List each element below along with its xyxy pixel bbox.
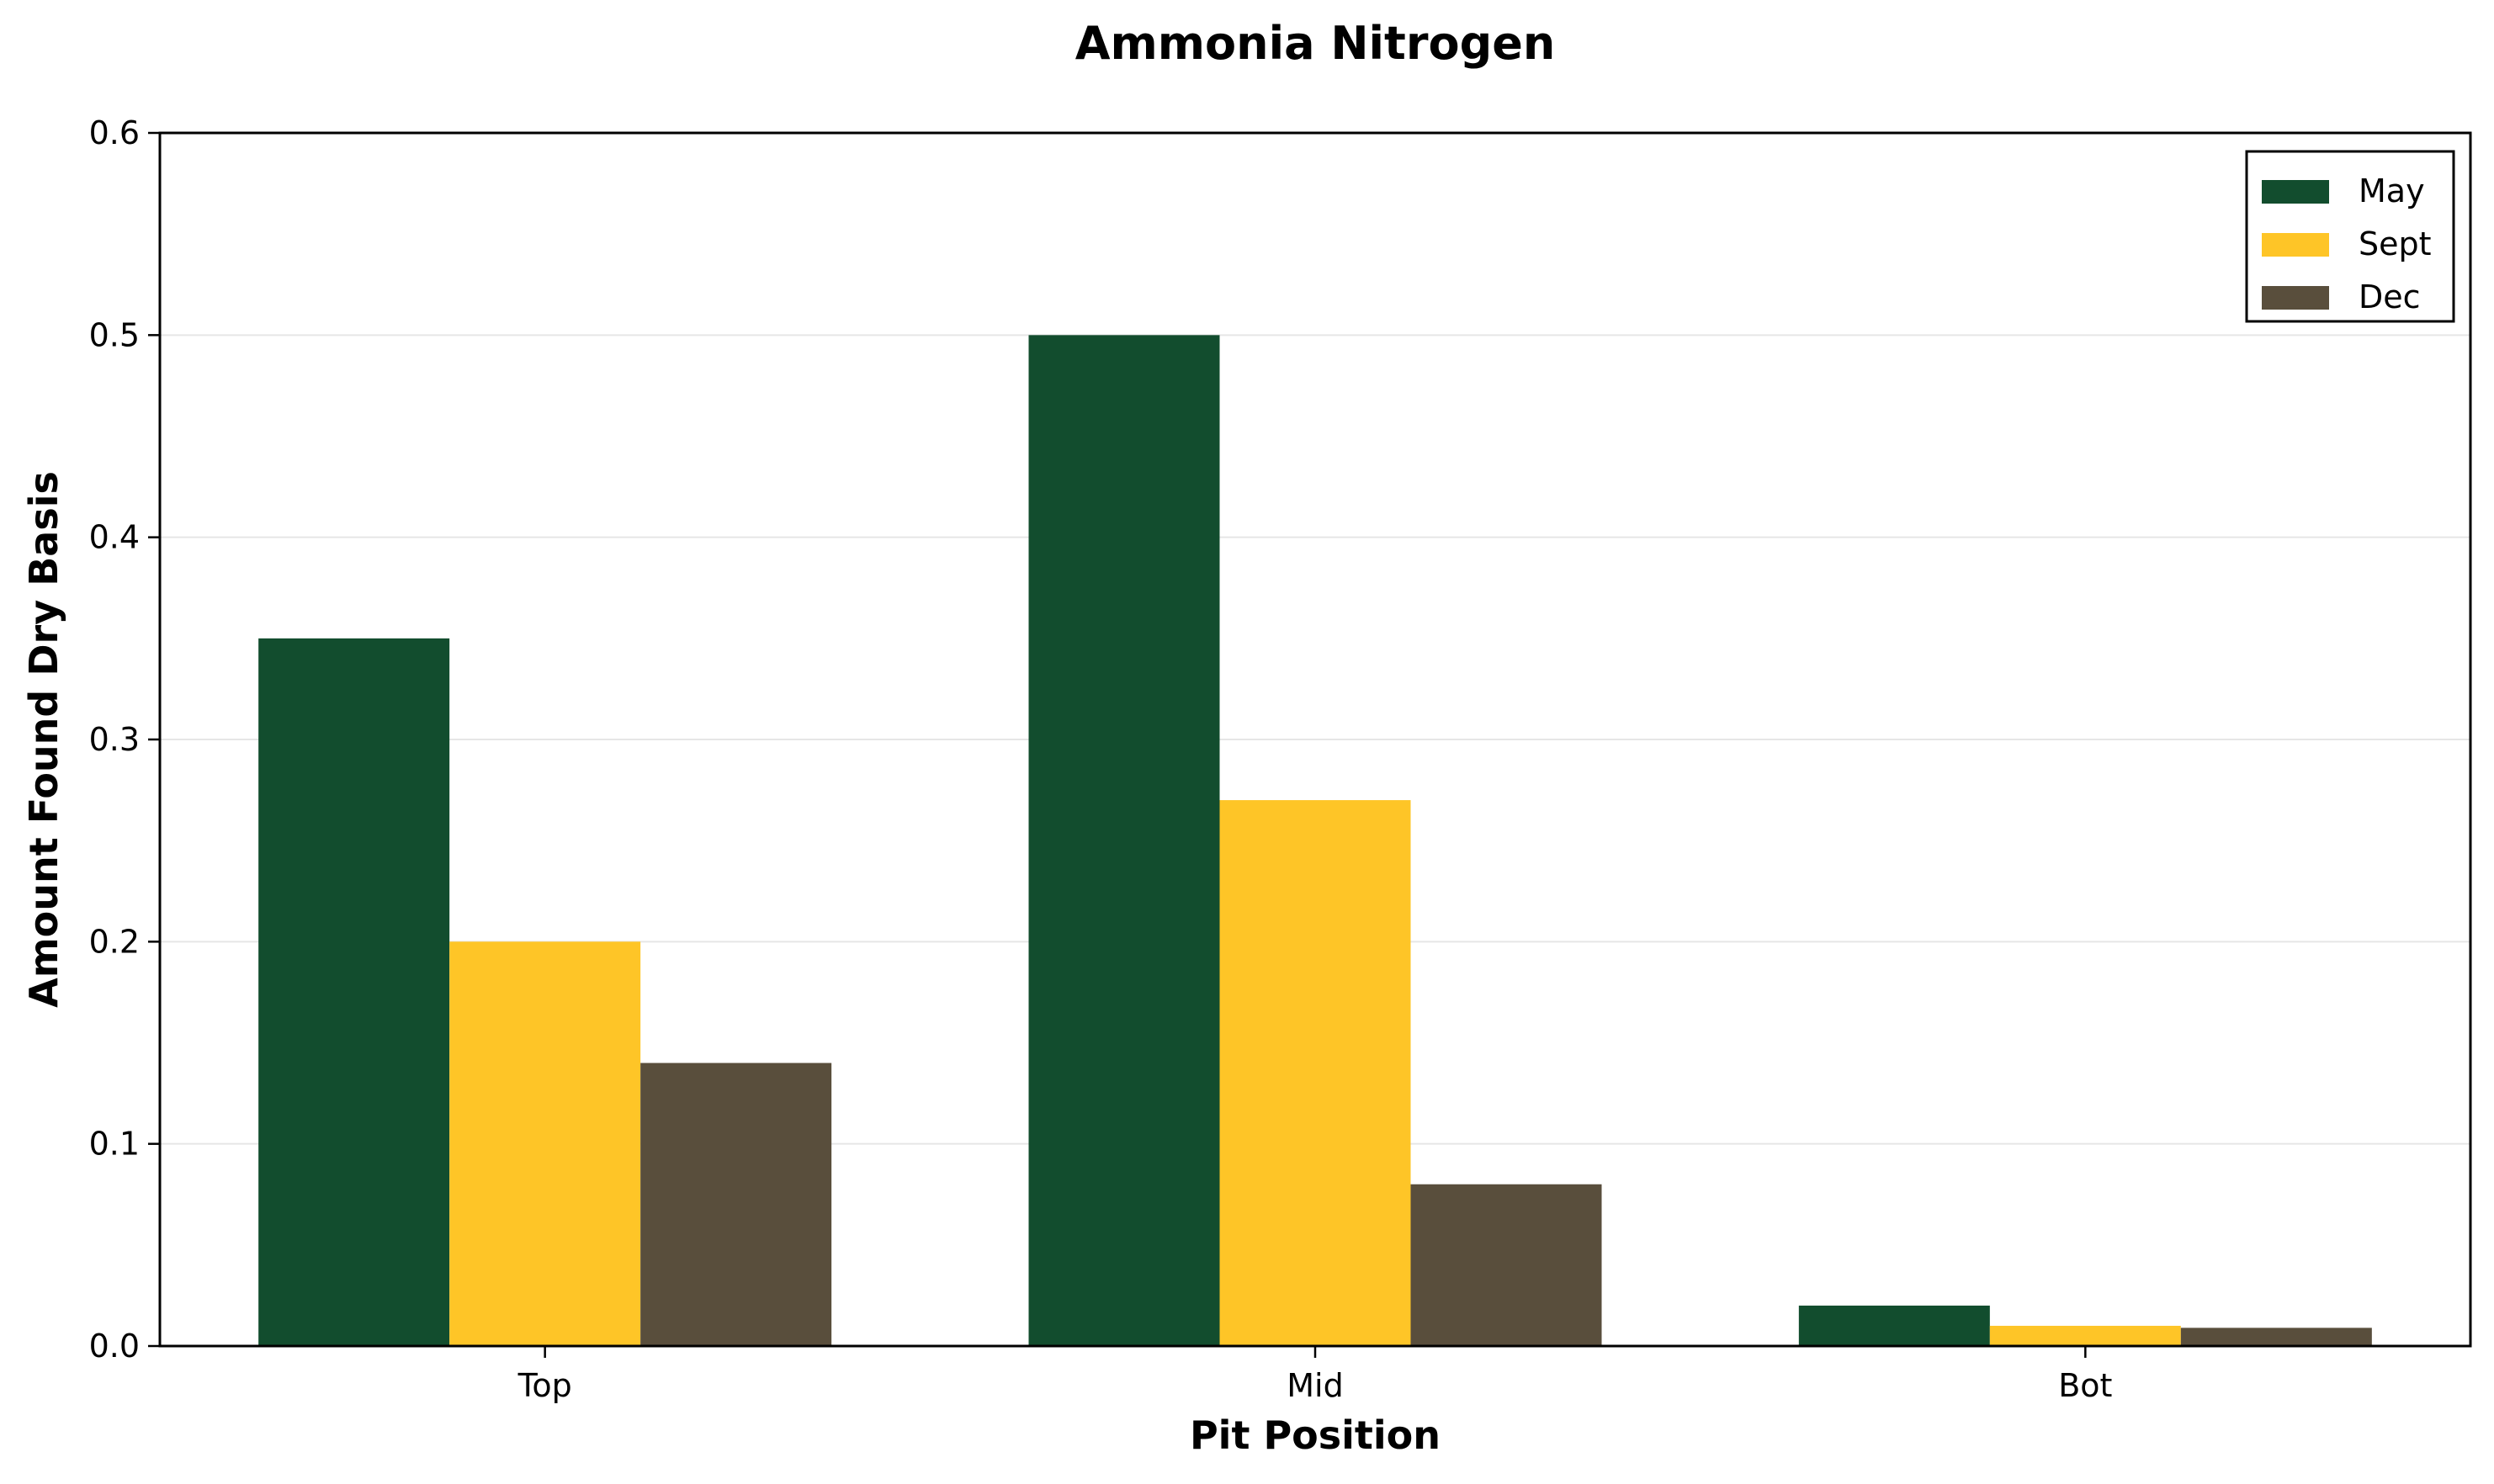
x-axis: Top Mid Bot [517,1346,2112,1404]
bar-sept-mid [1219,800,1411,1346]
bar-sept-bot [1989,1325,2181,1346]
x-tick-label: Top [517,1367,572,1404]
y-tick-label: 0.5 [89,316,140,353]
legend: May Sept Dec [2245,150,2455,323]
x-tick-label: Bot [2058,1367,2112,1404]
bar-dec-top [640,1063,832,1346]
legend-swatch-sept [2262,233,2329,257]
legend-label-sept: Sept [2359,225,2432,262]
y-tick-label: 0.2 [89,923,140,960]
y-tick-label: 0.1 [89,1126,140,1163]
x-axis-label: Pit Position [1190,1412,1441,1458]
bar-may-top [258,638,450,1346]
legend-label-dec: Dec [2359,278,2421,315]
bars [258,335,2372,1346]
legend-swatch-dec [2262,286,2329,310]
y-tick-label: 0.0 [89,1328,140,1365]
y-tick-label: 0.3 [89,721,140,758]
y-tick-label: 0.6 [89,114,140,151]
y-tick-label: 0.4 [89,519,140,556]
legend-swatch-may [2262,180,2329,204]
chart-title: Ammonia Nitrogen [1075,17,1556,70]
x-tick-label: Mid [1287,1367,1343,1404]
bar-dec-mid [1410,1184,1602,1346]
bar-dec-bot [2180,1328,2372,1346]
bar-sept-top [449,941,641,1346]
y-axis-label: Amount Found Dry Basis [21,471,66,1008]
y-axis: 0.0 0.1 0.2 0.3 0.4 0.5 0.6 [89,114,160,1365]
bar-may-mid [1028,335,1220,1346]
bar-may-bot [1798,1305,1990,1346]
legend-label-may: May [2359,172,2425,209]
